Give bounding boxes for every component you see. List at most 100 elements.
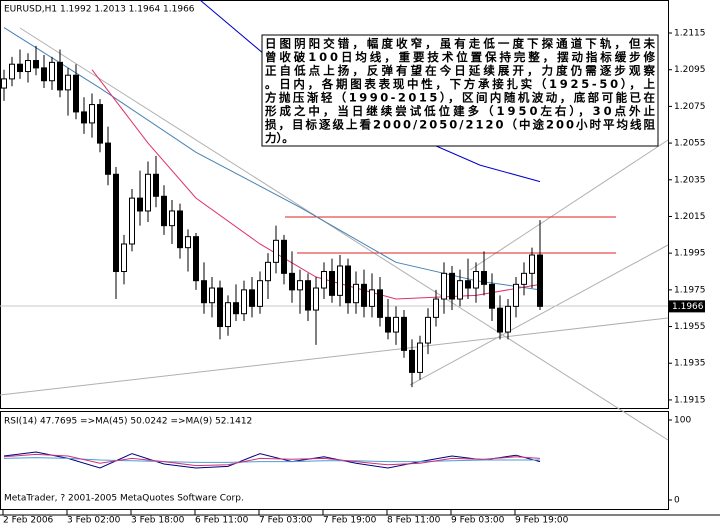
candle-body <box>353 283 359 304</box>
candle-body <box>121 243 127 273</box>
candle-body <box>321 271 327 289</box>
last-price-box <box>669 300 705 313</box>
comment-line: 曾收破100日均线，重要技术位置保持完整，摆动指标缓步修 <box>265 50 656 64</box>
candle-body <box>409 349 415 373</box>
x-tick-label: 9 Feb 19:00 <box>515 516 569 525</box>
trendline <box>0 317 669 396</box>
trendlines <box>0 27 669 441</box>
candle-body <box>481 271 487 285</box>
footer: MetaTrader, ? 2001-2005 MetaQuotes Softw… <box>4 494 244 504</box>
y-tick-label: 1.1955 <box>674 322 706 332</box>
candle-body <box>161 195 167 227</box>
candle-body <box>273 239 279 263</box>
candle-body <box>417 342 423 373</box>
candle-body <box>169 210 175 227</box>
candle-body <box>329 271 335 296</box>
x-tick-label: 7 Feb 19:00 <box>323 516 377 525</box>
comment-box <box>261 34 659 147</box>
y-tick-label: 1.2115 <box>674 29 706 39</box>
candle-body <box>513 283 519 307</box>
x-tick-label: 2 Feb 2006 <box>3 516 54 525</box>
x-tick-label: 9 Feb 03:00 <box>451 516 505 525</box>
candle-body <box>233 302 239 315</box>
candle-body <box>129 197 135 245</box>
candle-body <box>25 60 31 73</box>
candle-body <box>249 289 255 307</box>
rsi-y-tick-label: 100 <box>674 416 691 426</box>
candle-body <box>217 287 223 328</box>
candle-body <box>113 173 119 273</box>
y-tick-label: 1.2055 <box>674 139 706 149</box>
x-tick-label: 6 Feb 11:00 <box>195 516 249 525</box>
candle-body <box>313 287 319 311</box>
candle-body <box>241 289 247 315</box>
y-tick-label: 1.1915 <box>674 395 706 405</box>
y-tick-label: 1.2075 <box>674 102 706 112</box>
trendline <box>409 244 669 386</box>
candle-body <box>185 236 191 249</box>
candle-body <box>537 254 543 307</box>
y-tick-label: 1.1935 <box>674 359 706 369</box>
candle-body <box>225 302 231 328</box>
candle-body <box>337 265 343 296</box>
y-tick-label: 1.1975 <box>674 285 706 295</box>
candle-body <box>369 289 375 307</box>
candle-body <box>529 254 535 274</box>
candle-body <box>289 272 295 291</box>
x-tick-label: 3 Feb 02:00 <box>67 516 121 525</box>
candle-body <box>521 272 527 285</box>
trendline <box>19 27 669 441</box>
candle-body <box>489 283 495 309</box>
y-tick-label: 1.2095 <box>674 65 706 75</box>
candle-body <box>209 287 215 304</box>
candle-body <box>201 280 207 304</box>
candle-body <box>65 74 71 91</box>
candle-body <box>41 67 47 82</box>
candle-body <box>145 173 151 212</box>
candle-body <box>385 316 391 333</box>
rsi-title: RSI(14) 47.7695 =>MA(45) 50.0242 =>MA(9)… <box>4 417 252 427</box>
candle-body <box>401 316 407 351</box>
rsi-y-tick-label: 0 <box>674 496 680 506</box>
y-tick-label: 1.1995 <box>674 249 706 259</box>
x-tick-label: 8 Feb 11:00 <box>387 516 441 525</box>
candle-body <box>457 280 463 300</box>
candle-body <box>497 307 503 333</box>
comment-line: 正自低点上扬，反弹有望在今日延续展开，力度仍需逐步观察 <box>265 64 656 78</box>
candle-body <box>257 280 263 307</box>
candle-body <box>73 74 79 113</box>
candle-body <box>393 316 399 333</box>
rsi-line <box>3 453 541 467</box>
candle-body <box>153 173 159 197</box>
comment-line: 损，目标逐级上看2000/2050/2120（中途200小时平均线阻 <box>265 118 656 132</box>
y-tick-label: 1.2015 <box>674 212 706 222</box>
rsi-line <box>3 451 541 469</box>
candle-body <box>89 104 95 124</box>
candle-body <box>49 61 55 82</box>
candle-body <box>281 239 287 274</box>
candle-body <box>425 316 431 344</box>
levels <box>285 216 616 254</box>
candle-body <box>57 61 63 91</box>
candle-body <box>345 265 351 304</box>
candle-body <box>265 261 271 282</box>
comment-line: 日图阴阳交错，幅度收窄，虽有走低一度下探通道下轨，但未 <box>265 37 656 51</box>
rsi-line <box>3 457 540 463</box>
x-tick-label: 3 Feb 18:00 <box>131 516 185 525</box>
candle-body <box>465 280 471 289</box>
candle-body <box>505 305 511 333</box>
candle-body <box>361 283 367 307</box>
y-tick-label: 1.2035 <box>674 175 706 185</box>
candle-body <box>449 272 455 300</box>
candle-body <box>105 142 111 175</box>
comment-line: 力）。 <box>265 131 294 145</box>
trendline <box>469 139 669 271</box>
candle-body <box>433 298 439 318</box>
candle-body <box>177 210 183 249</box>
candle-body <box>81 111 87 124</box>
candle-body <box>473 271 479 289</box>
candle-body <box>17 63 23 73</box>
last-price-label: 1.1966 <box>672 302 704 312</box>
candle-body <box>193 236 199 282</box>
